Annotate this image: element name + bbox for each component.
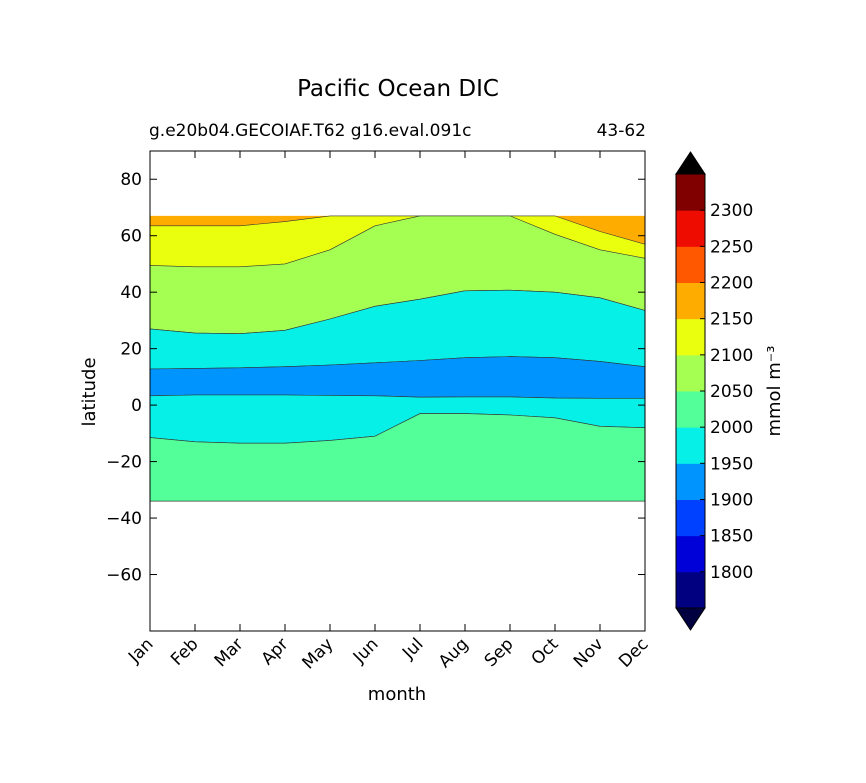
colorbar-segment bbox=[676, 210, 705, 247]
colorbar-tick-label: 2150 bbox=[710, 310, 753, 330]
colorbar-segment bbox=[676, 246, 705, 283]
chart-subtitle-years: 43-62 bbox=[596, 121, 646, 141]
y-tick-label: 40 bbox=[120, 283, 142, 303]
y-tick-label: 20 bbox=[120, 340, 142, 360]
colorbar-segment bbox=[676, 499, 705, 537]
x-tick-label: May bbox=[299, 634, 338, 673]
colorbar-extend-high bbox=[675, 151, 706, 175]
y-tick-label: −60 bbox=[106, 566, 142, 586]
colorbar-segment bbox=[676, 282, 705, 320]
colorbar: 1800 1850 1900 1950 2000 2050 2100 2150 2200 2250… bbox=[675, 151, 753, 631]
y-tick-label: 80 bbox=[120, 170, 142, 190]
plot-area bbox=[149, 150, 646, 632]
colorbar-segment bbox=[676, 427, 705, 464]
y-axis: 80 60 40 20 0 −20 −40 −60 bbox=[106, 170, 645, 586]
x-tick-label: Sep bbox=[481, 634, 518, 671]
colorbar-segment bbox=[676, 391, 705, 428]
colorbar-tick-label: 2100 bbox=[710, 346, 753, 366]
x-tick-label: Jun bbox=[349, 634, 383, 668]
colorbar-segment bbox=[676, 535, 705, 573]
colorbar-tick-label: 1900 bbox=[710, 491, 753, 511]
y-tick-label: 0 bbox=[131, 396, 142, 416]
colorbar-tick-label: 2050 bbox=[710, 382, 753, 402]
colorbar-tick-label: 2000 bbox=[710, 418, 753, 438]
colorbar-segment bbox=[676, 354, 705, 392]
colorbar-tick-label: 2250 bbox=[710, 237, 753, 257]
x-tick-label: Mar bbox=[211, 634, 248, 671]
colorbar-segment bbox=[676, 174, 705, 211]
colorbar-label: mmol m⁻³ bbox=[764, 345, 785, 436]
y-tick-label: −20 bbox=[106, 453, 142, 473]
chart-title: Pacific Ocean DIC bbox=[297, 76, 499, 102]
colorbar-segment bbox=[676, 463, 705, 500]
colorbar-tick-label: 1800 bbox=[710, 563, 753, 583]
x-tick-label: Dec bbox=[615, 634, 652, 671]
x-tick-label: Aug bbox=[435, 634, 473, 672]
x-tick-label: Apr bbox=[258, 634, 293, 669]
colorbar-segment bbox=[676, 318, 705, 356]
x-tick-label: Jan bbox=[124, 634, 157, 667]
y-tick-label: −40 bbox=[106, 509, 142, 529]
colorbar-tick-label: 1950 bbox=[710, 454, 753, 474]
y-axis-label: latitude bbox=[79, 357, 100, 426]
x-tick-label: Jul bbox=[398, 634, 427, 663]
y-tick-label: 60 bbox=[120, 227, 142, 247]
x-axis-label: month bbox=[368, 684, 426, 705]
colorbar-tick-label: 1850 bbox=[710, 527, 753, 547]
colorbar-tick-label: 2300 bbox=[710, 201, 753, 221]
colorbar-segment bbox=[676, 571, 705, 609]
colorbar-tick-label: 2200 bbox=[710, 274, 753, 294]
plot-frame bbox=[149, 150, 646, 632]
x-tick-label: Nov bbox=[570, 634, 608, 672]
x-tick-label: Feb bbox=[167, 634, 202, 669]
x-tick-label: Oct bbox=[528, 634, 563, 669]
chart-subtitle-run: g.e20b04.GECOIAF.T62 g16.eval.091c bbox=[149, 121, 472, 141]
colorbar-extend-low bbox=[675, 607, 706, 631]
